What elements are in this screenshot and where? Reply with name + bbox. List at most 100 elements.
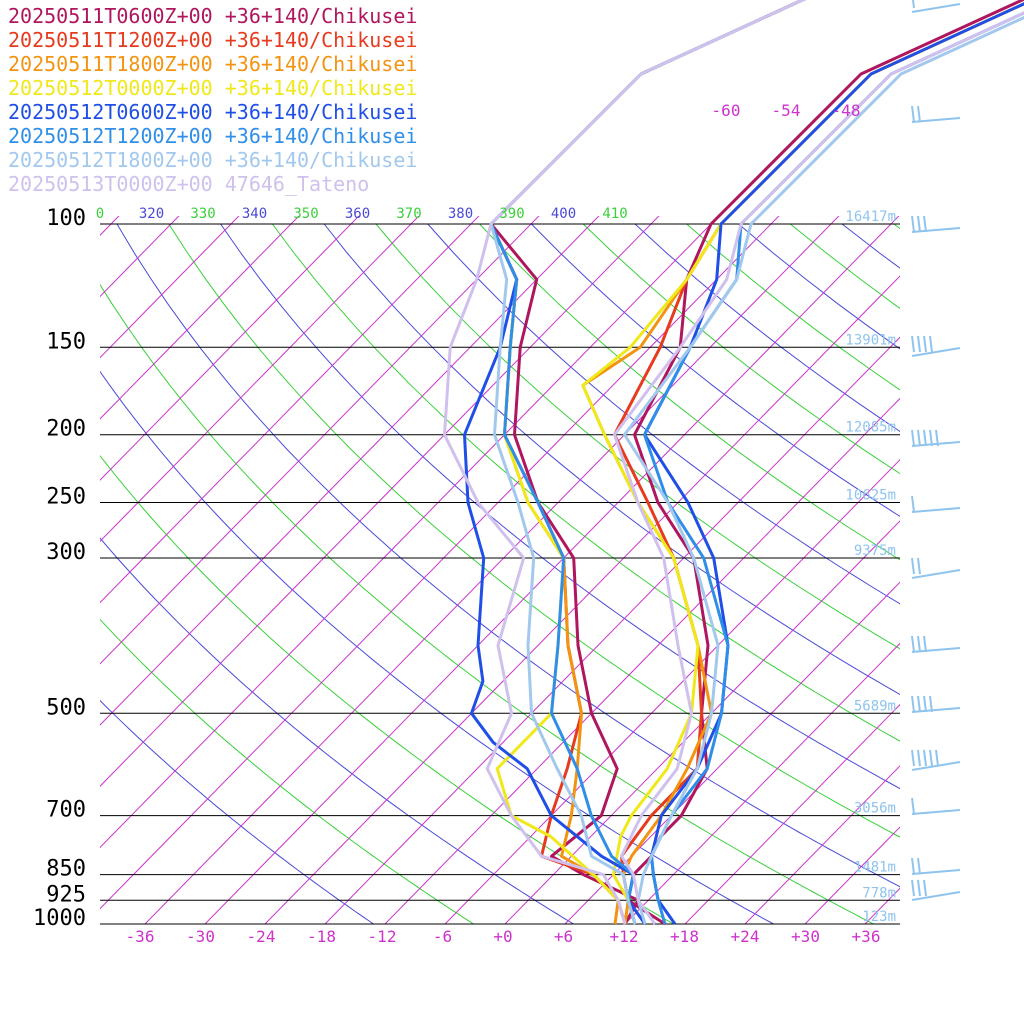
- wind-barb-feather: [929, 749, 933, 767]
- legend-entry: 20250511T1800Z+00 +36+140/Chikusei: [8, 52, 418, 76]
- temperature-tick-label: -30: [186, 927, 215, 946]
- temperature-line: [643, 11, 1024, 925]
- theta-label: 400: [551, 206, 576, 222]
- wind-barb-feather: [911, 0, 915, 9]
- wind-barb-feather: [917, 749, 921, 767]
- legend-entry: 20250512T0600Z+00 +36+140/Chikusei: [8, 100, 418, 124]
- isotherm: [100, 216, 420, 543]
- wind-barb: [911, 0, 961, 13]
- isotherm: [100, 216, 480, 604]
- dry-adiabat: [686, 223, 900, 391]
- isotherm: [100, 216, 120, 236]
- wind-barb-feather: [923, 879, 927, 897]
- isotherm: [100, 216, 720, 849]
- dry-adiabat: [116, 223, 900, 888]
- isotherm: [910, 192, 1024, 939]
- dry-adiabat: [427, 223, 900, 605]
- temperature-tick-label: +6: [554, 927, 573, 946]
- wind-barb: [911, 797, 961, 815]
- dewpoint-line: [489, 0, 806, 925]
- dry-adiabat: [271, 223, 900, 742]
- wind-barb-shaft: [911, 761, 961, 771]
- theta-label: 350: [293, 206, 318, 222]
- dry-adiabat: [100, 370, 775, 924]
- theta-label: 330: [190, 206, 215, 222]
- pressure-label: 100: [46, 206, 86, 231]
- legend-entry: 20250511T1200Z+00 +36+140/Chikusei: [8, 28, 418, 52]
- isotherm: [100, 216, 360, 481]
- temperature-tick-label: +24: [731, 927, 760, 946]
- temperature-tick-label: -12: [368, 927, 397, 946]
- wind-barb-feather: [911, 695, 915, 713]
- isotherm: [100, 216, 600, 726]
- axis-labels: 100 16417m 150 13901m 200 12085m 250 10625m 300 9…: [33, 101, 896, 946]
- dry-adiabat: [841, 223, 900, 269]
- dry-adiabat: [100, 618, 475, 924]
- wind-barb: [911, 429, 961, 447]
- pressure-label: 250: [46, 485, 86, 510]
- isotherm: [744, 765, 900, 924]
- dewpoint-line: [443, 0, 806, 925]
- height-label: 9375m: [854, 543, 896, 559]
- wind-barb-feather: [935, 429, 939, 447]
- theta-label: 380: [448, 206, 473, 222]
- wind-barb: [911, 695, 961, 713]
- isotherm: [684, 703, 900, 924]
- temperature-tick-label: -18: [307, 927, 336, 946]
- temperature-tick-label: +30: [791, 927, 820, 946]
- pressure-label: 200: [46, 417, 86, 442]
- dewpoint-line: [489, 0, 806, 925]
- legend-entry: 20250513T0000Z+00 47646_Tateno: [8, 172, 370, 196]
- temperature-line: [613, 11, 1024, 925]
- wind-barb-feather: [917, 215, 921, 233]
- dewpoint-line: [489, 0, 806, 925]
- series: [489, 0, 1024, 925]
- wind-barb-feather: [923, 635, 927, 653]
- isotherm: [100, 216, 540, 665]
- wind-barb-feather: [911, 749, 915, 767]
- wind-barb-feather: [923, 749, 927, 767]
- theta-label: 360: [345, 206, 370, 222]
- dry-adiabat: [323, 223, 900, 696]
- wind-barb-feather: [917, 857, 921, 875]
- dry-adiabat: [789, 223, 900, 309]
- isotherms: [0, 192, 1024, 939]
- wind-barb: [911, 749, 961, 771]
- wind-barb-feather: [929, 429, 933, 447]
- wind-barb-feather: [923, 215, 927, 233]
- height-label: 3056m: [854, 801, 896, 817]
- wind-barb-feather: [917, 695, 921, 713]
- wind-barb: [911, 879, 961, 901]
- isotherm: [100, 216, 240, 359]
- isotherm: [384, 397, 900, 924]
- dry-adiabat: [531, 223, 900, 517]
- pressure-label: 150: [46, 329, 86, 354]
- series: [463, 0, 1024, 925]
- wind-barb: [911, 335, 961, 357]
- height-label: 13901m: [845, 332, 896, 348]
- isotherm-label: -48: [832, 101, 861, 120]
- height-label: 12085m: [845, 420, 896, 436]
- wind-barb-shaft: [911, 809, 961, 815]
- pressure-label: 925: [46, 882, 86, 907]
- isotherm: [264, 275, 900, 924]
- wind-barb-feather: [917, 557, 921, 575]
- wind-barb-feather: [923, 429, 927, 447]
- pressure-grid: [100, 223, 900, 925]
- wind-barb-shaft: [911, 3, 961, 13]
- legend-entry: 20250512T1800Z+00 +36+140/Chikusei: [8, 148, 418, 172]
- wind-barb-shaft: [911, 891, 961, 901]
- dry-adiabat: [479, 223, 900, 561]
- isotherm: [0, 192, 22, 939]
- series: [489, 0, 1024, 925]
- wind-barb: [911, 857, 961, 875]
- wind-barb-feather: [911, 557, 915, 575]
- isotherm: [100, 216, 300, 420]
- theta-label: 0: [96, 206, 104, 222]
- theta-label: 410: [602, 206, 627, 222]
- wind-barb-feather: [917, 879, 921, 897]
- isotherm: [624, 642, 900, 924]
- pressure-label: 500: [46, 695, 86, 720]
- pressure-label: 300: [46, 540, 86, 565]
